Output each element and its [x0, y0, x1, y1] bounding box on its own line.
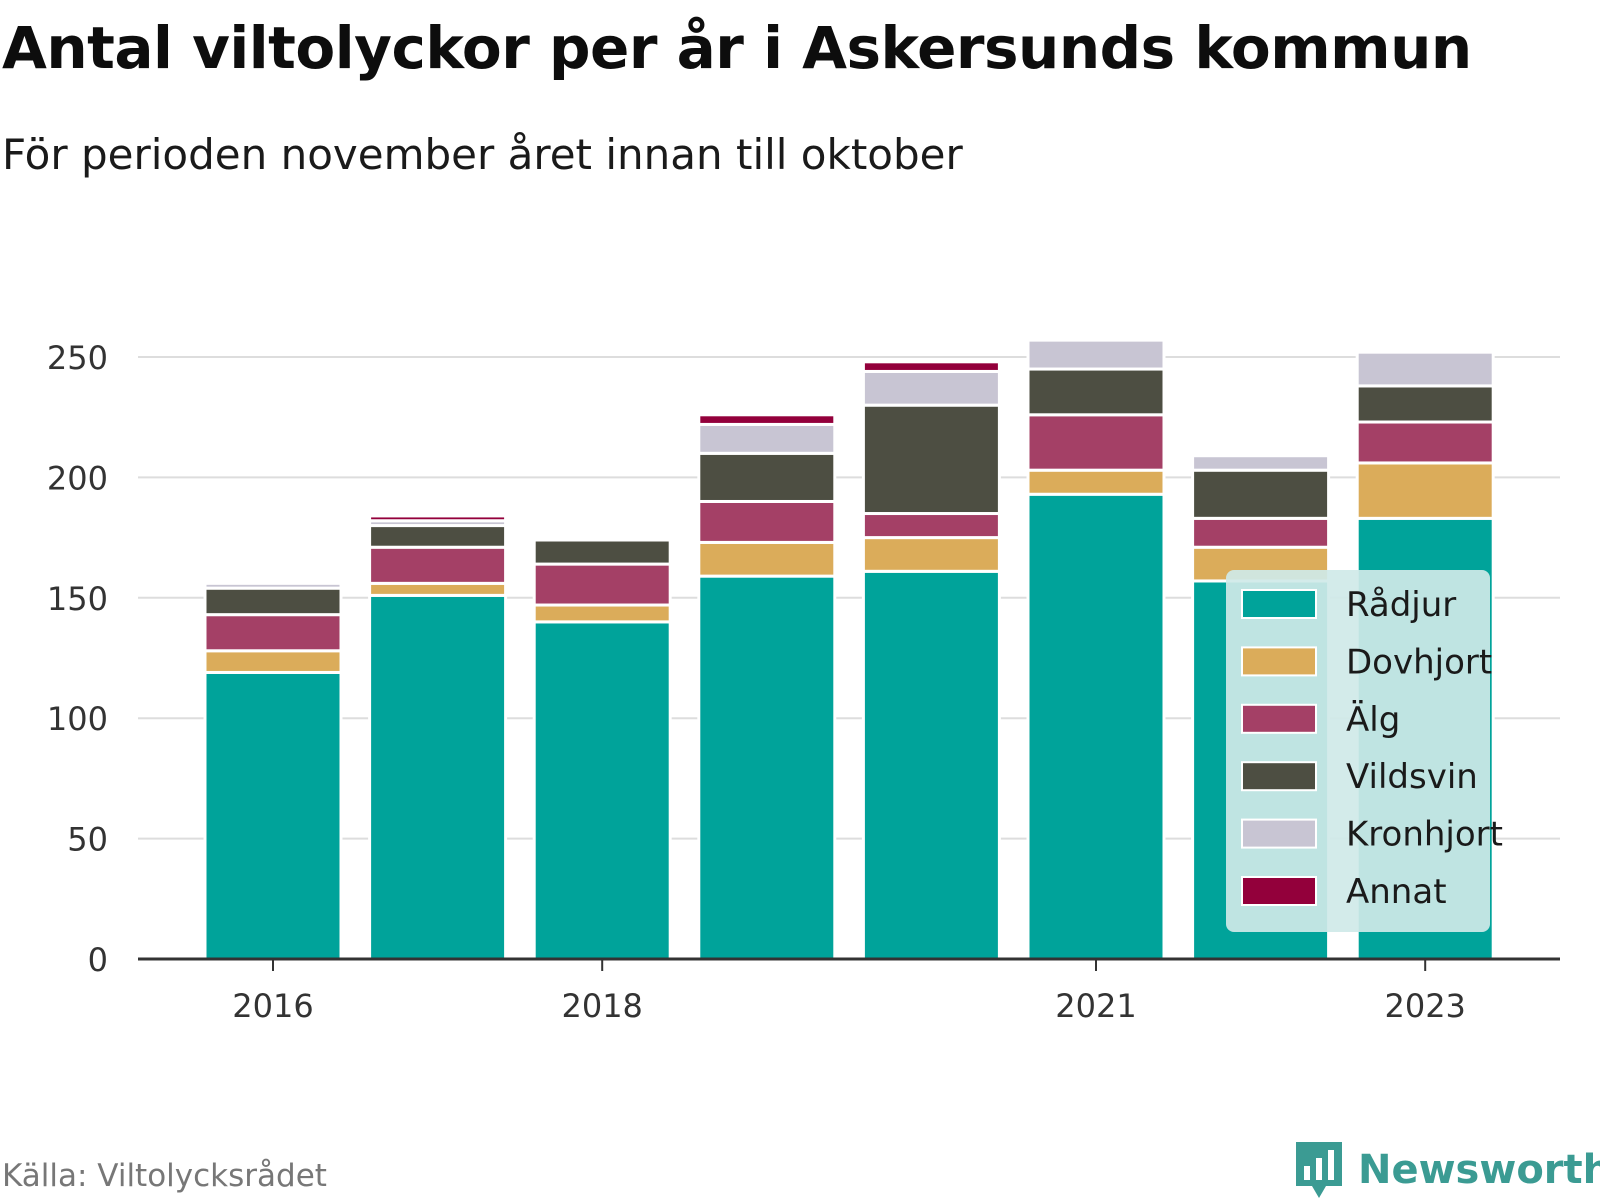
- bar-segment-2018-2: [532, 603, 672, 624]
- legend-swatch: [1241, 703, 1317, 734]
- bar-segment-2016-5: [203, 581, 343, 590]
- bar-segment-2017-3: [368, 545, 508, 585]
- legend-label: Älg: [1346, 700, 1400, 740]
- bar-segment-2020-4: [861, 403, 1001, 516]
- legend-label: Vildsvin: [1346, 757, 1478, 797]
- legend-swatch: [1241, 589, 1317, 619]
- bar-segment-2020-5: [861, 369, 1001, 407]
- bar-segment-2018-4: [532, 538, 672, 566]
- bar-segment-2018-3: [532, 562, 672, 607]
- bar-segment-2019-2: [697, 540, 837, 578]
- bar-segment-2019-5: [697, 422, 837, 455]
- bar-segment-2016-2: [203, 649, 343, 674]
- bar-segment-2016-1: [203, 670, 343, 961]
- bar-segment-2017-4: [368, 524, 508, 549]
- brand-logo: Newsworthy: [1292, 1140, 1600, 1200]
- legend-swatch: [1241, 876, 1317, 906]
- y-tick-label: 100: [47, 700, 108, 738]
- bar-segment-2022-4: [1191, 468, 1331, 520]
- x-tick-label: 2021: [1055, 987, 1136, 1025]
- legend: Rådjur Dovhjort Älg Vildsvin Kronhjort Annat: [1226, 570, 1503, 932]
- bars: [203, 338, 1495, 961]
- y-tick-label: 50: [67, 821, 108, 859]
- brand-name: Newsworthy: [1358, 1147, 1600, 1193]
- legend-label: Annat: [1346, 872, 1447, 912]
- legend-swatch: [1241, 646, 1317, 677]
- bar-segment-2016-4: [203, 586, 343, 617]
- chart-title: Antal viltolyckor per år i Askersunds ko…: [2, 14, 1472, 82]
- legend-swatch: [1241, 761, 1317, 792]
- bar-segment-2023-2: [1355, 461, 1495, 520]
- legend-label: Kronhjort: [1346, 815, 1503, 855]
- bar-segment-2020-2: [861, 536, 1001, 573]
- x-tick-label: 2016: [232, 987, 313, 1025]
- bar-segment-2023-5: [1355, 350, 1495, 388]
- y-tick-label: 200: [47, 459, 108, 497]
- chart-subtitle: För perioden november året innan till ok…: [2, 130, 963, 179]
- bar-segment-2022-3: [1191, 516, 1331, 549]
- bar-segment-2019-3: [697, 499, 837, 544]
- bar-segment-2020-1: [861, 569, 1001, 961]
- bar-segment-2018-1: [532, 620, 672, 961]
- y-tick-label: 0: [88, 941, 108, 979]
- bar-segment-2021-3: [1026, 413, 1166, 472]
- bar-segment-2019-6: [697, 413, 837, 426]
- legend-swatch: [1241, 818, 1317, 849]
- bar-segment-2017-2: [368, 581, 508, 597]
- bar-segment-2017-1: [368, 593, 508, 961]
- y-tick-label: 150: [47, 580, 108, 618]
- bar-segment-2021-5: [1026, 338, 1166, 371]
- bar-segment-2023-3: [1355, 420, 1495, 465]
- bar-segment-2017-6: [368, 514, 508, 523]
- bar-segment-2023-4: [1355, 384, 1495, 424]
- bar-segment-2016-3: [203, 613, 343, 653]
- newsworthy-logo-icon: [1296, 1142, 1342, 1198]
- bar-segment-2019-4: [697, 451, 837, 503]
- bar-segment-2020-3: [861, 512, 1001, 540]
- x-tick-label: 2018: [561, 987, 642, 1025]
- legend-label: Rådjur: [1346, 585, 1456, 625]
- bar-segment-2021-2: [1026, 468, 1166, 496]
- y-tick-label: 250: [47, 339, 108, 377]
- bar-segment-2021-4: [1026, 367, 1166, 417]
- bar-segment-2018-5: [532, 536, 672, 542]
- bar-segment-2021-1: [1026, 492, 1166, 961]
- bar-segment-2020-6: [861, 360, 1001, 373]
- axes: 0 50 100 150 200 250 2016 2018 2021 2023: [47, 339, 1560, 1025]
- bar-segment-2022-5: [1191, 454, 1331, 472]
- legend-label: Dovhjort: [1346, 642, 1492, 682]
- source-note: Källa: Viltolycksrådet: [2, 1158, 327, 1194]
- bar-segment-2019-1: [697, 574, 837, 961]
- x-tick-label: 2023: [1384, 987, 1465, 1025]
